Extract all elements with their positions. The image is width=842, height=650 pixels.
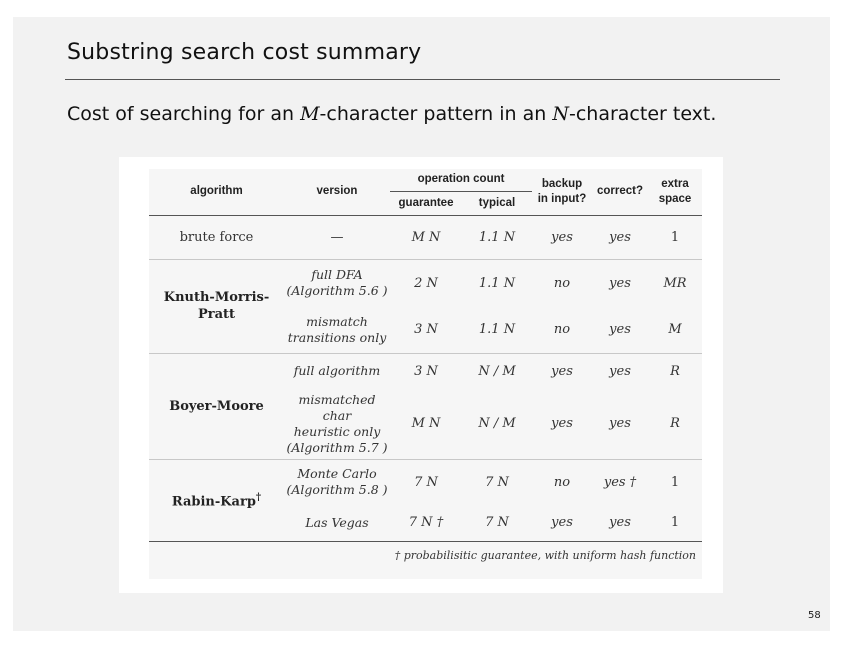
- correct-cell: yes: [609, 515, 631, 531]
- table-row: Boyer-Moore full algorithm 3 N N / M yes…: [149, 353, 702, 460]
- backup-cell: no: [553, 275, 571, 291]
- version-cell: full algorithm: [293, 363, 381, 379]
- algorithm-boyer-moore: Boyer-Moore: [149, 353, 284, 460]
- guarantee-cell: 2 N: [414, 275, 438, 291]
- guarantee-cell: 3 N: [414, 363, 438, 379]
- space-cell: 1: [648, 215, 703, 260]
- space-cell: MR: [663, 275, 687, 291]
- typical-cell: N / M: [462, 389, 533, 460]
- guarantee-cell: M N: [390, 215, 462, 260]
- version-line: transitions only: [287, 329, 387, 345]
- version-cell: full DFA (Algorithm 5.6 ): [284, 259, 390, 307]
- algorithm-kmp: Knuth-Morris-Pratt: [149, 259, 284, 354]
- slide: Substring search cost summary Cost of se…: [13, 17, 830, 631]
- version-line: mismatched char: [298, 391, 376, 423]
- typical-cell: 7 N: [485, 515, 509, 531]
- correct-cell: yes †: [603, 474, 637, 490]
- header-extra-space: extra space: [648, 169, 703, 216]
- slide-subtitle: Cost of searching for an M-character pat…: [67, 103, 716, 125]
- title-rule: [65, 79, 780, 80]
- version-cell: mismatched char heuristic only (Algorithm …: [284, 389, 390, 460]
- table-footnote-row: † probabilisitic guarantee, with uniform…: [149, 540, 703, 570]
- backup-cell: yes: [551, 363, 573, 379]
- space-cell: R: [648, 389, 703, 460]
- typical-cell: 1.1 N: [462, 307, 533, 354]
- version-cell: Monte Carlo (Algorithm 5.8 ): [284, 459, 390, 505]
- backup-cell: no: [553, 474, 571, 490]
- correct-cell: yes: [609, 363, 631, 379]
- subtitle-part: -character text.: [568, 103, 717, 125]
- version-line: heuristic only: [293, 423, 381, 439]
- header-extra-line1: extra: [661, 177, 689, 190]
- backup-cell: yes: [532, 389, 593, 460]
- header-algorithm: algorithm: [149, 169, 284, 216]
- header-guarantee: guarantee: [390, 191, 462, 216]
- guarantee-cell: 3 N: [390, 307, 462, 354]
- subtitle-part: Cost of searching for an: [67, 103, 301, 125]
- slide-title: Substring search cost summary: [67, 40, 422, 65]
- subtitle-var-m: M: [300, 103, 320, 125]
- page-number: 58: [808, 610, 821, 621]
- backup-cell: yes: [551, 515, 573, 531]
- algorithm-rabin-karp-label: Rabin-Karp: [171, 494, 256, 510]
- cost-summary-table: algorithm version operation count backup…: [149, 169, 703, 570]
- table-row: Rabin-Karp† Monte Carlo (Algorithm 5.8 ) …: [149, 459, 702, 509]
- header-backup-line2: in input?: [537, 192, 587, 205]
- header-extra-line2: space: [658, 192, 692, 205]
- guarantee-cell: 7 N: [414, 474, 438, 490]
- header-correct: correct?: [592, 169, 649, 216]
- table-row: Knuth-Morris-Pratt full DFA (Algorithm 5.…: [149, 259, 702, 354]
- cost-table-area: algorithm version operation count backup…: [149, 169, 703, 579]
- header-operation-count: operation count: [390, 169, 533, 192]
- guarantee-cell: 7 N †: [408, 515, 444, 531]
- version-cell: mismatch transitions only: [284, 307, 390, 354]
- table-row: brute force — M N 1.1 N yes yes 1: [149, 215, 703, 260]
- table-footnote: † probabilisitic guarantee, with uniform…: [149, 540, 703, 570]
- typical-cell: 7 N: [485, 474, 509, 490]
- header-typical: typical: [462, 191, 533, 216]
- version-line: (Algorithm 5.6 ): [286, 283, 388, 299]
- space-cell: 1: [670, 474, 680, 490]
- algorithm-rabin-karp: Rabin-Karp†: [149, 459, 284, 541]
- table-row: mismatch transitions only 3 N 1.1 N no ye…: [149, 307, 703, 354]
- version-line: Monte Carlo: [297, 466, 377, 482]
- table-image-panel: algorithm version operation count backup…: [119, 157, 723, 593]
- typical-cell: 1.1 N: [462, 215, 533, 260]
- correct-cell: yes: [592, 307, 649, 354]
- correct-cell: yes: [609, 275, 631, 291]
- version-line: full DFA: [311, 267, 363, 283]
- correct-cell: yes: [592, 389, 649, 460]
- algorithm-brute-force: brute force: [149, 215, 284, 260]
- rabin-karp-dagger: †: [255, 492, 262, 504]
- space-cell: 1: [670, 515, 680, 531]
- guarantee-cell: M N: [390, 389, 462, 460]
- version-cell: —: [284, 215, 390, 260]
- header-backup: backup in input?: [532, 169, 593, 216]
- version-line: (Algorithm 5.7 ): [286, 439, 388, 455]
- version-line: mismatch: [306, 313, 368, 329]
- header-backup-line1: backup: [541, 177, 583, 190]
- typical-cell: 1.1 N: [478, 275, 516, 291]
- version-cell: Las Vegas: [305, 514, 369, 530]
- subtitle-var-n: N: [552, 103, 569, 125]
- space-cell: M: [648, 307, 703, 354]
- space-cell: R: [670, 363, 680, 379]
- table-row: Las Vegas 7 N † 7 N yes yes 1: [149, 505, 702, 541]
- backup-cell: yes: [532, 215, 593, 260]
- header-version: version: [284, 169, 390, 216]
- typical-cell: N / M: [478, 363, 516, 379]
- correct-cell: yes: [592, 215, 649, 260]
- backup-cell: no: [532, 307, 593, 354]
- subtitle-part: -character pattern in an: [319, 103, 553, 125]
- table-row: mismatched char heuristic only (Algorithm …: [149, 389, 703, 460]
- version-line: (Algorithm 5.8 ): [286, 482, 388, 498]
